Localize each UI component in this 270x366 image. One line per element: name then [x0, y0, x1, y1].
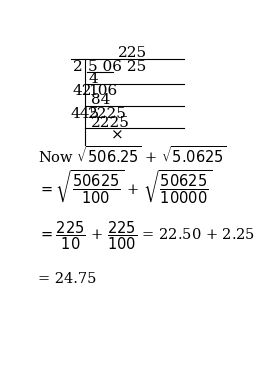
Text: $= \dfrac{225}{10}$ + $\dfrac{225}{100}$ = 22.50 + 2.25: $= \dfrac{225}{10}$ + $\dfrac{225}{100}$…: [38, 219, 255, 252]
Text: 2: 2: [72, 60, 82, 74]
Text: 2225: 2225: [88, 107, 127, 121]
Text: 5 06 25: 5 06 25: [88, 60, 146, 74]
Text: = 24.75: = 24.75: [38, 272, 96, 286]
Text: $= \sqrt{\dfrac{50625}{100}}$ + $\sqrt{\dfrac{50625}{10000}}$: $= \sqrt{\dfrac{50625}{100}}$ + $\sqrt{\…: [38, 169, 212, 206]
Text: 84: 84: [91, 93, 111, 107]
Text: 445: 445: [70, 107, 99, 121]
Text: 42: 42: [72, 84, 92, 98]
Text: 2225: 2225: [91, 116, 130, 130]
Text: ×: ×: [111, 128, 124, 142]
Text: 106: 106: [88, 84, 117, 98]
Text: 225: 225: [117, 46, 147, 60]
Text: 4: 4: [88, 72, 98, 86]
Text: Now $\sqrt{506.25}$ + $\sqrt{5.0625}$: Now $\sqrt{506.25}$ + $\sqrt{5.0625}$: [38, 145, 227, 166]
